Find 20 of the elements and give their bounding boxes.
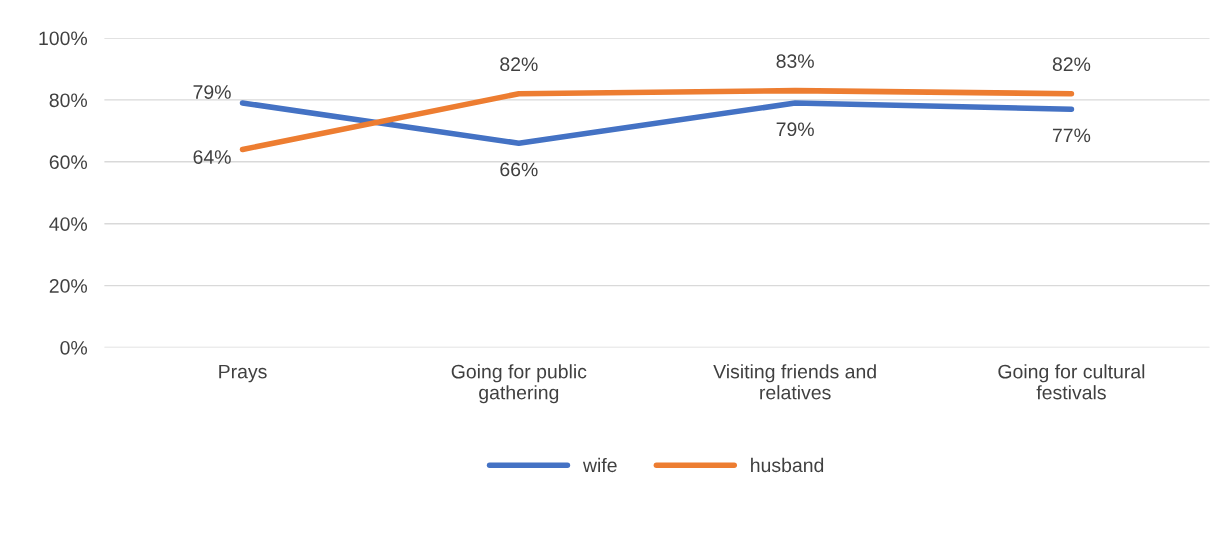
y-tick-label: 100% — [39, 31, 88, 46]
data-label: 82% — [1052, 57, 1091, 72]
data-label: 79% — [193, 85, 231, 99]
data-label: 77% — [1052, 128, 1091, 143]
data-label: 83% — [776, 54, 814, 68]
y-tick-label: 80% — [49, 93, 88, 108]
y-tick-label: 60% — [49, 155, 88, 170]
legend-label: wife — [582, 457, 617, 473]
x-tick-label: Visiting friends and relatives — [713, 364, 876, 400]
legend-label: husband — [751, 457, 824, 473]
data-label: 64% — [193, 150, 231, 164]
data-label: 82% — [500, 57, 538, 72]
y-tick-label: 20% — [49, 279, 88, 293]
y-tick-label: 40% — [49, 217, 88, 231]
x-tick-label: Prays — [219, 364, 267, 383]
x-tick-label: Going for public gathering — [451, 364, 587, 404]
data-label: 66% — [500, 162, 538, 177]
x-tick-label: Going for cultural festivals — [998, 364, 1145, 400]
y-tick-label: 0% — [60, 340, 88, 355]
data-label: 79% — [776, 122, 814, 137]
